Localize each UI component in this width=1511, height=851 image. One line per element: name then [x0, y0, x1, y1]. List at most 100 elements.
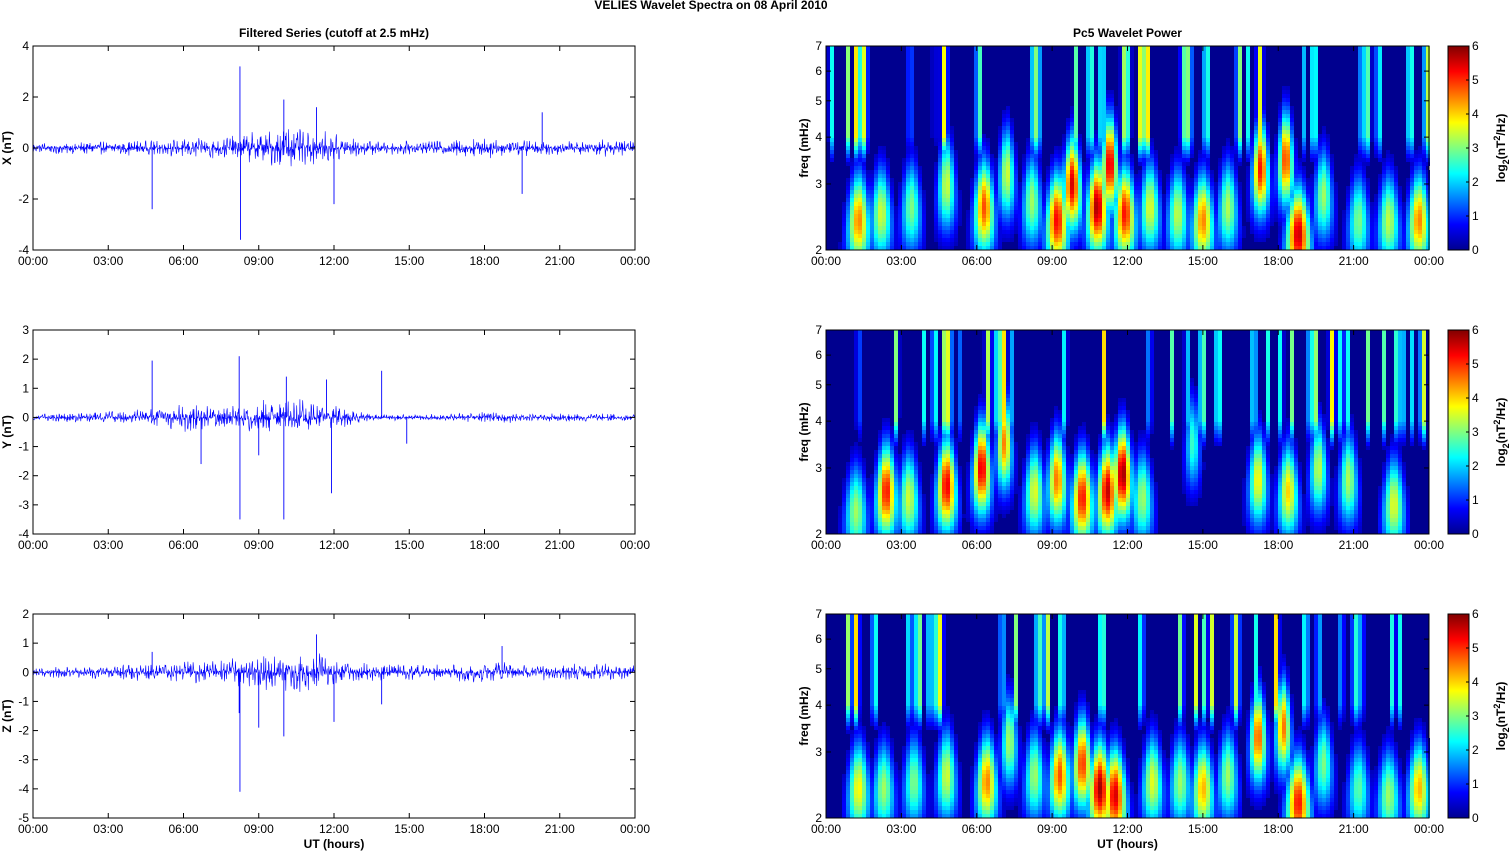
y-tick-label: 0: [22, 141, 29, 155]
heatmap-cell: [1110, 126, 1114, 130]
heatmap-cell: [1102, 142, 1106, 146]
heatmap-cell: [1262, 78, 1266, 82]
heatmap-cell: [1254, 182, 1258, 186]
heatmap-cell: [1182, 202, 1186, 206]
heatmap-cell: [910, 230, 914, 234]
heatmap-cell: [1098, 106, 1102, 110]
heatmap-cell: [1290, 238, 1294, 242]
heatmap-cell: [1094, 226, 1098, 230]
heatmap-cell: [934, 214, 938, 218]
heatmap-cell: [954, 194, 958, 198]
heatmap-cell: [1182, 134, 1186, 138]
heatmap-cell: [1214, 186, 1218, 190]
heatmap-cell: [1078, 150, 1082, 154]
heatmap-cell: [1050, 198, 1054, 202]
heatmap-cell: [1134, 214, 1138, 218]
heatmap-cell: [1274, 158, 1278, 162]
heatmap-cell: [1206, 154, 1210, 158]
heatmap-cell: [1206, 218, 1210, 222]
heatmap-cell: [862, 130, 866, 134]
heatmap-cell: [1330, 222, 1334, 226]
heatmap-cell: [1118, 110, 1122, 114]
heatmap-cell: [1322, 194, 1326, 198]
heatmap-cell: [1286, 130, 1290, 134]
heatmap-cell: [1258, 50, 1262, 54]
heatmap-cell: [1014, 202, 1018, 206]
heatmap-cell: [1318, 142, 1322, 146]
heatmap-cell: [1110, 106, 1114, 110]
heatmap-cell: [1130, 210, 1134, 214]
heatmap-cell: [1110, 206, 1114, 210]
heatmap-cell: [898, 230, 902, 234]
heatmap-cell: [1058, 166, 1062, 170]
heatmap-cell: [946, 118, 950, 122]
heatmap-cell: [1406, 106, 1410, 110]
heatmap-cell: [1318, 206, 1322, 210]
heatmap-cell: [1390, 210, 1394, 214]
heatmap-cell: [1206, 146, 1210, 150]
heatmap-cell: [1386, 218, 1390, 222]
heatmap-cell: [1406, 94, 1410, 98]
heatmap-cell: [1134, 182, 1138, 186]
heatmap-cell: [1122, 158, 1126, 162]
heatmap-cell: [1362, 102, 1366, 106]
heatmap-cell: [1170, 218, 1174, 222]
heatmap-cell: [910, 118, 914, 122]
heatmap-cell: [1098, 182, 1102, 186]
heatmap-cell: [1130, 174, 1134, 178]
heatmap-cell: [1214, 242, 1218, 246]
heatmap-cell: [1042, 226, 1046, 230]
heatmap-cell: [1078, 242, 1082, 246]
heatmap-cell: [1314, 178, 1318, 182]
heatmap-cell: [1110, 114, 1114, 118]
heatmap-cell: [994, 186, 998, 190]
heatmap-cell: [1378, 142, 1382, 146]
heatmap-cell: [1358, 138, 1362, 142]
heatmap-cell: [1150, 230, 1154, 234]
heatmap-cell: [1394, 186, 1398, 190]
heatmap-cell: [1278, 122, 1282, 126]
heatmap-cell: [942, 178, 946, 182]
heatmap-cell: [1250, 198, 1254, 202]
heatmap-cell: [886, 158, 890, 162]
heatmap-cell: [1226, 218, 1230, 222]
heatmap-cell: [934, 230, 938, 234]
heatmap-cell: [1254, 166, 1258, 170]
heatmap-cell: [1058, 238, 1062, 242]
heatmap-cell: [1322, 174, 1326, 178]
heatmap-cell: [1358, 62, 1362, 66]
heatmap-cell: [1262, 98, 1266, 102]
heatmap-cell: [1290, 118, 1294, 122]
heatmap-cell: [1206, 142, 1210, 146]
heatmap-cell: [878, 198, 882, 202]
heatmap-cell: [1378, 238, 1382, 242]
heatmap-cell: [934, 198, 938, 202]
heatmap-cell: [1030, 98, 1034, 102]
heatmap-cell: [1130, 74, 1134, 78]
heatmap-cell: [830, 50, 834, 54]
heatmap-cell: [1294, 214, 1298, 218]
heatmap-cell: [1090, 102, 1094, 106]
heatmap-cell: [1118, 190, 1122, 194]
heatmap-cell: [1254, 110, 1258, 114]
heatmap-cell: [1170, 162, 1174, 166]
heatmap-cell: [846, 82, 850, 86]
heatmap-cell: [1386, 202, 1390, 206]
heatmap-cell: [1282, 122, 1286, 126]
heatmap-cell: [1254, 238, 1258, 242]
heatmap-cell: [1246, 54, 1250, 58]
heatmap-cell: [1126, 174, 1130, 178]
heatmap-cell: [1314, 154, 1318, 158]
heatmap-cell: [1326, 138, 1330, 142]
heatmap-cell: [1058, 234, 1062, 238]
heatmap-cell: [986, 186, 990, 190]
heatmap-cell: [982, 198, 986, 202]
heatmap-cell: [1374, 130, 1378, 134]
heatmap-cell: [1098, 54, 1102, 58]
heatmap-cell: [1106, 218, 1110, 222]
heatmap-cell: [1230, 206, 1234, 210]
heatmap-cell: [1034, 246, 1038, 250]
heatmap-cell: [1330, 206, 1334, 210]
heatmap-cell: [1138, 74, 1142, 78]
heatmap-cell: [1190, 90, 1194, 94]
